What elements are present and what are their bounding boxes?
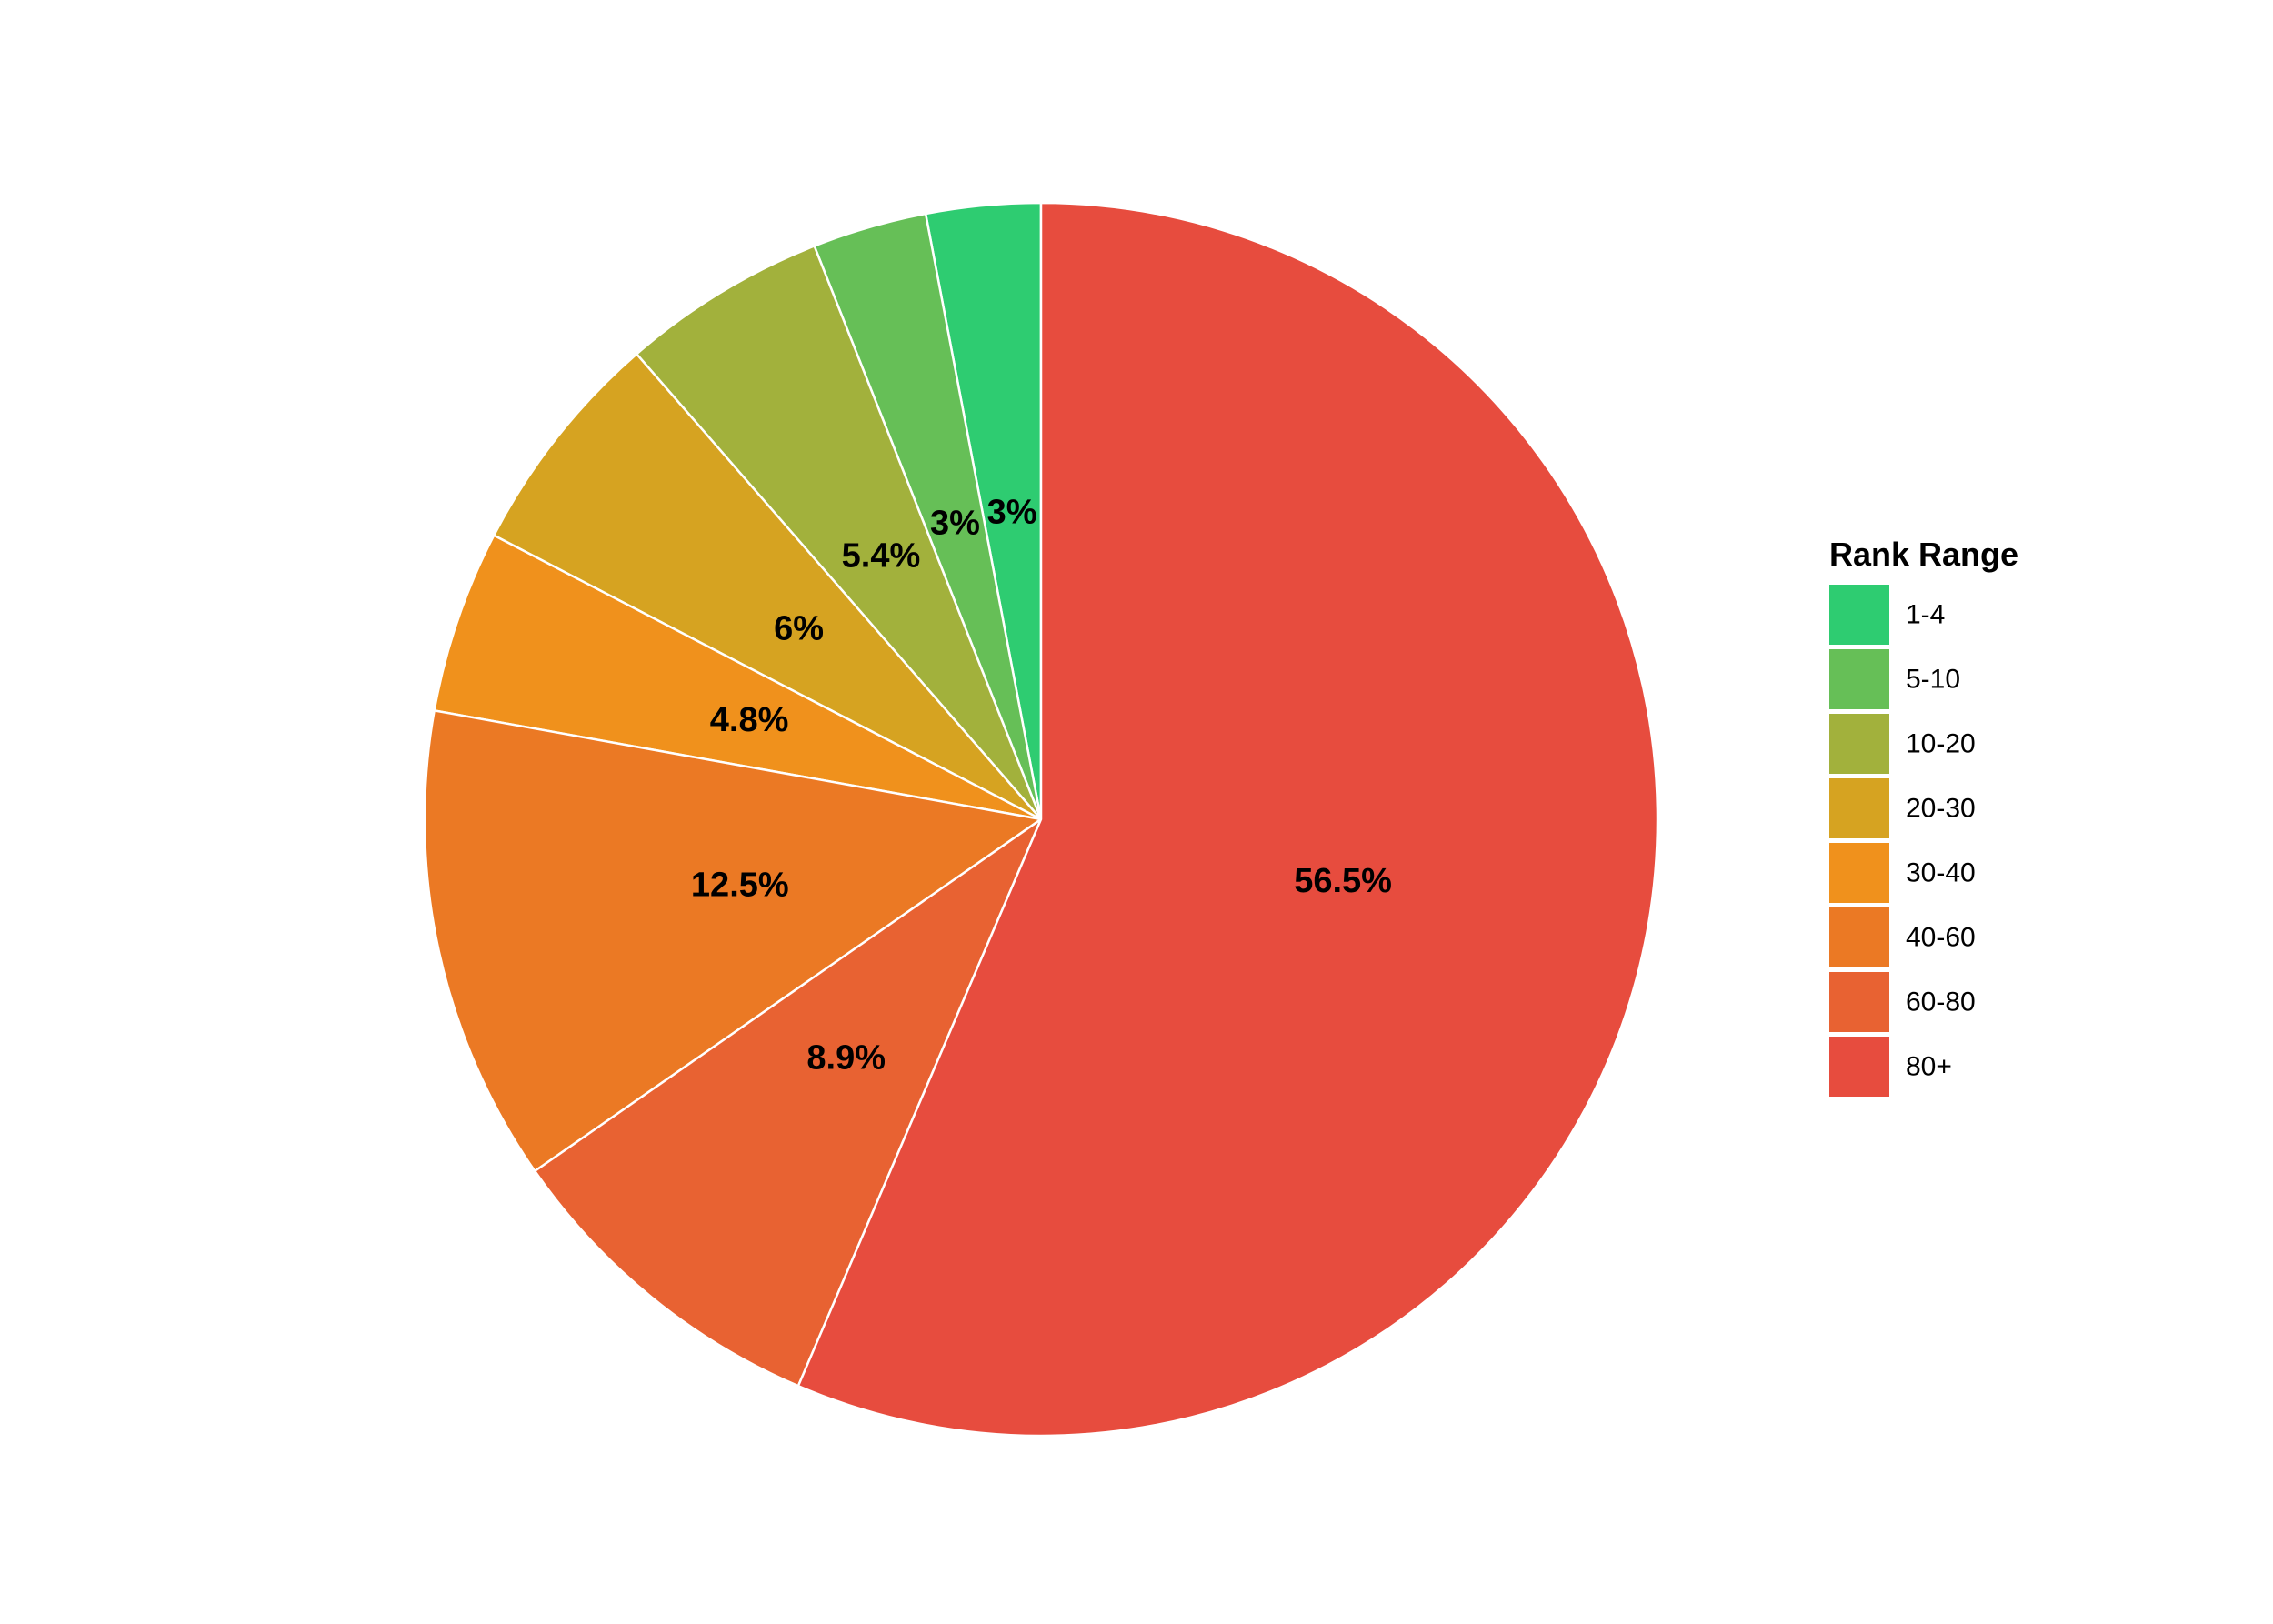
slice-label-20-30: 6% — [774, 609, 824, 647]
legend-label-1-4: 1-4 — [1906, 600, 1945, 630]
legend-items: 1-4 5-10 10-20 20-30 30-40 40-60 60-80 80+ — [1829, 585, 1976, 1097]
legend: Rank Range 1-4 5-10 10-20 20-30 30-40 40-60 60… — [1829, 536, 2018, 1097]
pie-slice-40-60 — [423, 708, 1045, 1173]
legend-label-40-60: 40-60 — [1906, 923, 1976, 953]
legend-swatch-40-60 — [1829, 907, 1889, 967]
legend-label-60-80: 60-80 — [1906, 987, 1976, 1018]
pie-slices — [423, 201, 1659, 1438]
slice-label-30-40: 4.8% — [710, 701, 789, 739]
pie-slice-10-20 — [635, 244, 1043, 820]
slice-label-80+: 56.5% — [1294, 862, 1392, 900]
legend-title: Rank Range — [1829, 536, 2018, 573]
pie-slice-80+ — [796, 201, 1659, 1438]
legend-swatch-30-40 — [1829, 843, 1889, 903]
legend-label-20-30: 20-30 — [1906, 794, 1976, 824]
slice-label-60-80: 8.9% — [806, 1039, 886, 1078]
slice-label-10-20: 5.4% — [842, 536, 921, 575]
legend-label-30-40: 30-40 — [1906, 858, 1976, 888]
legend-label-80+: 80+ — [1906, 1052, 1952, 1082]
pie-slice-30-40 — [433, 534, 1042, 821]
slice-labels: 3%3%5.4%6%4.8%12.5%8.9%56.5% — [691, 494, 1392, 1078]
legend-swatch-60-80 — [1829, 972, 1889, 1032]
slice-label-5-10: 3% — [930, 504, 980, 542]
pie-slice-20-30 — [492, 352, 1042, 821]
pie-slice-60-80 — [533, 816, 1044, 1388]
legend-swatch-80+ — [1829, 1037, 1889, 1097]
legend-label-5-10: 5-10 — [1906, 665, 1960, 695]
legend-swatch-10-20 — [1829, 714, 1889, 774]
legend-swatch-20-30 — [1829, 778, 1889, 838]
legend-swatch-1-4 — [1829, 585, 1889, 645]
slice-label-1-4: 3% — [987, 494, 1037, 532]
slice-label-40-60: 12.5% — [691, 866, 789, 904]
legend-swatch-5-10 — [1829, 649, 1889, 709]
legend-label-10-20: 10-20 — [1906, 729, 1976, 759]
